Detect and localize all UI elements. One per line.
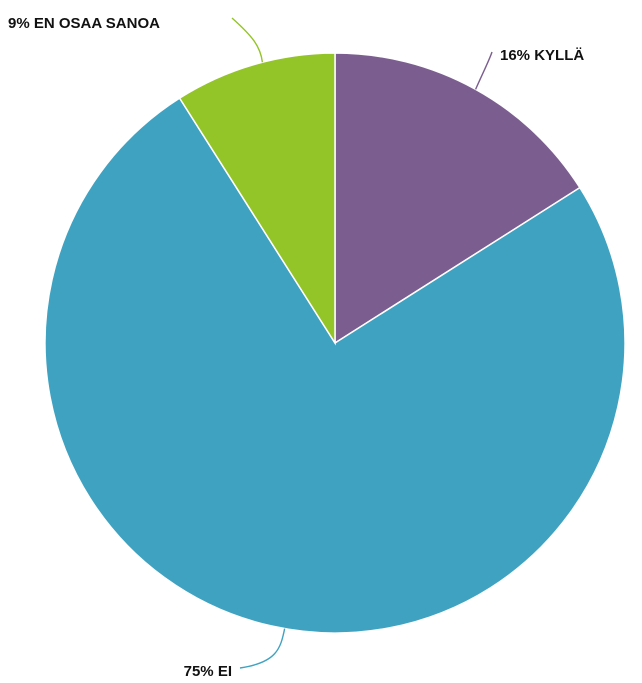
- pie-slice-ei: [44, 97, 626, 634]
- leader-line-ei: [239, 628, 286, 669]
- pie-slice-kylla: [334, 52, 581, 345]
- pie-slice-en-osaa-sanoa: [178, 52, 336, 346]
- pie-slices: [44, 52, 626, 634]
- slice-label-en-osaa-sanoa: 9% EN OSAA SANOA: [8, 15, 160, 32]
- leader-line-en-osaa-sanoa: [231, 17, 264, 63]
- slice-label-kylla: 16% KYLLÄ: [500, 47, 584, 64]
- pie-leader-lines: [231, 17, 493, 669]
- leader-line-kylla: [474, 51, 493, 90]
- slice-label-ei: 75% EI: [184, 663, 232, 680]
